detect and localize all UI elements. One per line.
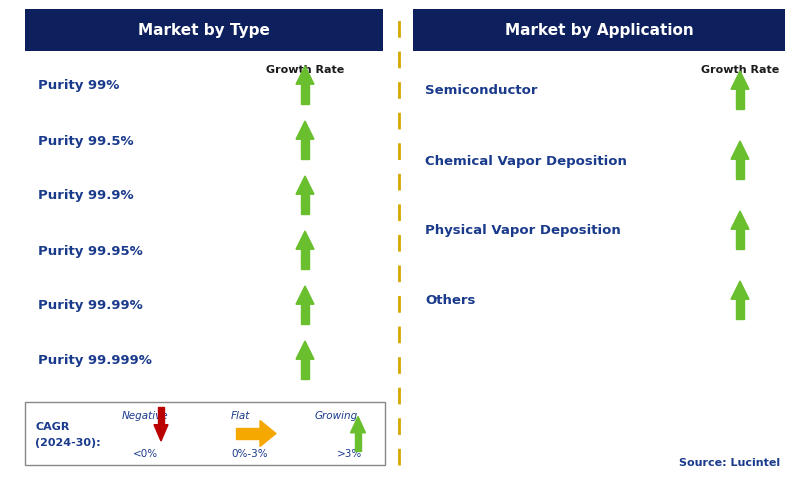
Polygon shape [302, 195, 309, 215]
Text: Market by Application: Market by Application [504, 24, 694, 38]
Polygon shape [296, 177, 314, 195]
Polygon shape [731, 212, 749, 230]
Polygon shape [302, 250, 309, 269]
Text: CAGR: CAGR [35, 421, 70, 432]
Text: Purity 99%: Purity 99% [38, 79, 119, 92]
Polygon shape [302, 140, 309, 160]
Text: 0%-3%: 0%-3% [232, 448, 269, 458]
Polygon shape [350, 417, 366, 433]
Text: Purity 99.99%: Purity 99.99% [38, 299, 143, 312]
Polygon shape [736, 90, 743, 110]
Text: Source: Lucintel: Source: Lucintel [678, 457, 780, 467]
FancyBboxPatch shape [413, 10, 785, 52]
Text: Growth Rate: Growth Rate [701, 65, 779, 75]
Text: >3%: >3% [338, 448, 363, 458]
Text: <0%: <0% [132, 448, 157, 458]
Polygon shape [736, 300, 743, 319]
Text: Semiconductor: Semiconductor [425, 84, 537, 97]
Polygon shape [302, 85, 309, 105]
Text: Others: Others [425, 294, 476, 307]
Polygon shape [296, 231, 314, 250]
Polygon shape [731, 72, 749, 90]
Polygon shape [736, 160, 743, 180]
Text: Flat: Flat [230, 410, 249, 420]
Polygon shape [736, 230, 743, 250]
Polygon shape [731, 142, 749, 160]
Text: Purity 99.5%: Purity 99.5% [38, 134, 134, 147]
Text: Purity 99.999%: Purity 99.999% [38, 354, 152, 367]
Polygon shape [296, 341, 314, 360]
FancyBboxPatch shape [25, 10, 383, 52]
Polygon shape [354, 433, 361, 451]
Polygon shape [158, 407, 164, 425]
Text: Purity 99.95%: Purity 99.95% [38, 244, 143, 257]
Text: Market by Type: Market by Type [138, 24, 270, 38]
Polygon shape [296, 122, 314, 140]
Text: Physical Vapor Deposition: Physical Vapor Deposition [425, 224, 621, 237]
FancyBboxPatch shape [25, 402, 385, 465]
Polygon shape [296, 67, 314, 85]
Text: (2024-30):: (2024-30): [35, 438, 100, 447]
Polygon shape [236, 428, 260, 439]
Text: Purity 99.9%: Purity 99.9% [38, 189, 134, 202]
Polygon shape [731, 281, 749, 300]
Polygon shape [302, 360, 309, 379]
Polygon shape [302, 305, 309, 324]
Text: Growth Rate: Growth Rate [266, 65, 344, 75]
Text: Negative: Negative [122, 410, 168, 420]
Text: Growing: Growing [314, 410, 358, 420]
Polygon shape [154, 425, 168, 441]
Polygon shape [260, 420, 276, 446]
Polygon shape [296, 287, 314, 305]
Text: Chemical Vapor Deposition: Chemical Vapor Deposition [425, 154, 627, 167]
